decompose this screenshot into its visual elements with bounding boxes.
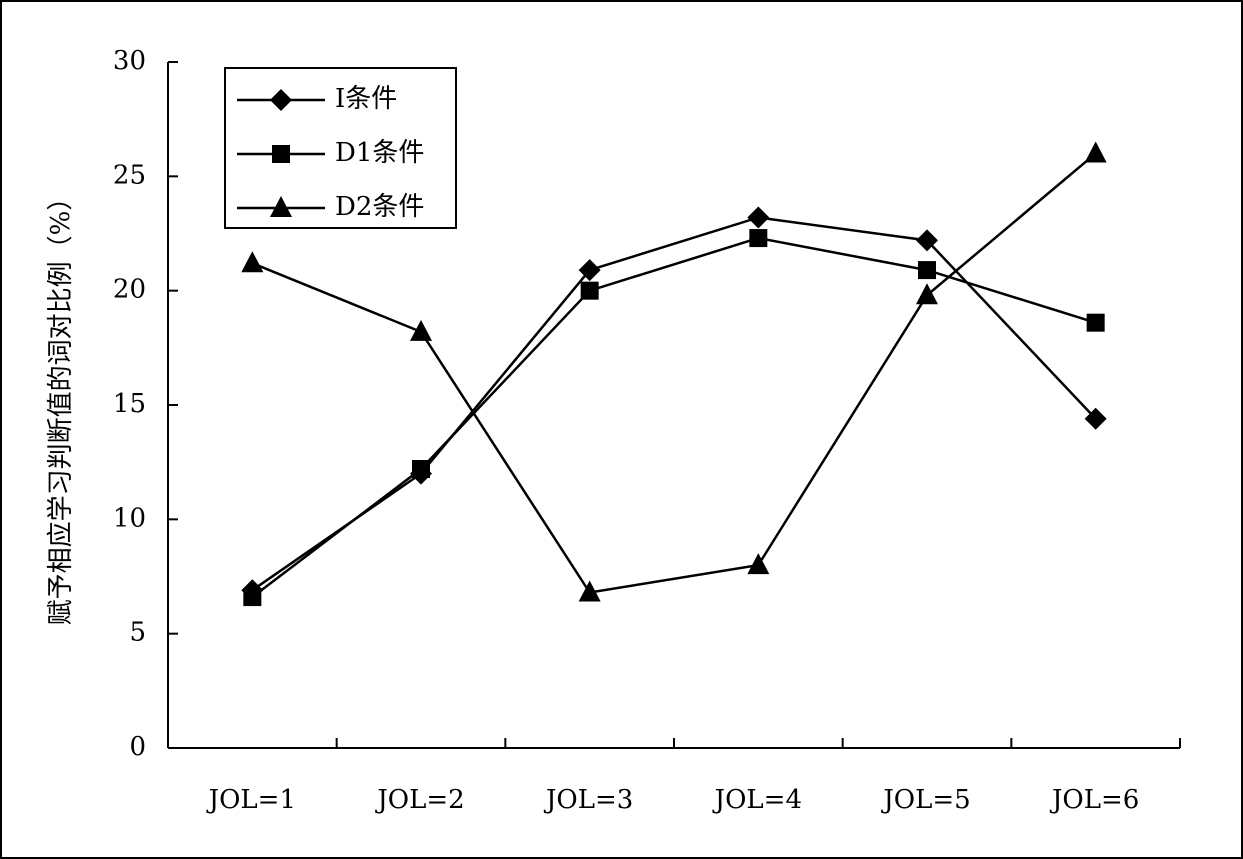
x-tick-label: JOL=2 [374, 785, 464, 815]
x-tick-label: JOL=1 [206, 785, 296, 815]
marker [580, 281, 599, 300]
y-tick-label: 30 [113, 46, 146, 76]
legend-box [224, 67, 457, 229]
y-axis-label: 赋予相应学习判断值的词对比例（%） [46, 185, 76, 626]
marker [578, 259, 601, 282]
marker [916, 283, 938, 305]
marker [241, 251, 264, 273]
marker [1084, 141, 1107, 163]
marker [578, 580, 601, 602]
marker [1084, 407, 1107, 430]
marker [747, 206, 770, 229]
marker [916, 229, 938, 252]
series-line [251, 152, 1097, 594]
x-tick-label: JOL=3 [543, 785, 633, 815]
legend-label: D1条件 [335, 138, 424, 168]
y-tick-label: 15 [113, 389, 146, 419]
marker [749, 229, 768, 248]
marker [243, 588, 262, 607]
x-tick-label: JOL=5 [880, 785, 970, 815]
marker [410, 319, 432, 341]
marker [270, 196, 292, 217]
marker [918, 261, 936, 280]
y-tick-label: 25 [113, 160, 146, 190]
y-tick-label: 5 [129, 618, 146, 648]
y-tick-label: 10 [113, 503, 146, 533]
marker [412, 460, 430, 479]
marker [272, 145, 290, 163]
legend-label: I条件 [335, 84, 397, 114]
marker [1086, 313, 1105, 332]
series-line [251, 236, 1097, 599]
x-tick-label: JOL=6 [1049, 785, 1139, 815]
x-tick-label: JOL=4 [712, 785, 802, 815]
marker [747, 553, 770, 575]
y-tick-label: 20 [113, 275, 146, 305]
marker [270, 89, 292, 111]
legend-label: D2条件 [335, 192, 424, 222]
y-tick-label: 0 [129, 732, 146, 762]
